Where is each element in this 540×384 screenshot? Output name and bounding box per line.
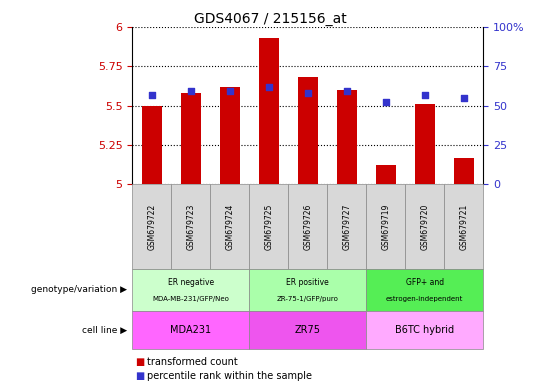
Bar [406, 184, 444, 269]
Text: MDA-MB-231/GFP/Neo: MDA-MB-231/GFP/Neo [152, 296, 230, 302]
Text: GSM679721: GSM679721 [460, 204, 468, 250]
Text: genotype/variation ▶: genotype/variation ▶ [31, 285, 127, 295]
Bar [249, 184, 288, 269]
Text: GSM679719: GSM679719 [381, 204, 390, 250]
Bar [415, 104, 435, 184]
Bar [249, 311, 366, 349]
Point [186, 88, 195, 94]
Bar [249, 269, 366, 311]
Text: estrogen-independent: estrogen-independent [386, 296, 463, 302]
Point [147, 91, 156, 98]
Text: cell line ▶: cell line ▶ [82, 326, 127, 335]
Bar [181, 93, 200, 184]
Bar [288, 184, 327, 269]
Bar [337, 90, 356, 184]
Bar [210, 184, 249, 269]
Text: ■: ■ [135, 357, 144, 367]
Bar [132, 184, 171, 269]
Text: MDA231: MDA231 [170, 325, 211, 335]
Point [342, 88, 351, 94]
Bar [132, 269, 249, 311]
Point [265, 84, 273, 90]
Bar [444, 184, 483, 269]
Text: ZR-75-1/GFP/puro: ZR-75-1/GFP/puro [277, 296, 339, 302]
Text: ■: ■ [135, 371, 144, 381]
Point [421, 91, 429, 98]
Text: GSM679722: GSM679722 [147, 204, 156, 250]
Text: transformed count: transformed count [147, 357, 238, 367]
Bar [298, 77, 318, 184]
Text: ER negative: ER negative [168, 278, 214, 287]
Bar [366, 269, 483, 311]
Point [381, 99, 390, 106]
Text: GSM679720: GSM679720 [420, 204, 429, 250]
Text: percentile rank within the sample: percentile rank within the sample [147, 371, 313, 381]
Bar [327, 184, 366, 269]
Text: GSM679727: GSM679727 [342, 204, 352, 250]
Text: B6TC hybrid: B6TC hybrid [395, 325, 454, 335]
Bar [366, 311, 483, 349]
Bar [454, 157, 474, 184]
Text: GSM679725: GSM679725 [264, 204, 273, 250]
Point [303, 90, 312, 96]
Text: GFP+ and: GFP+ and [406, 278, 444, 287]
Bar [171, 184, 210, 269]
Point [460, 95, 468, 101]
Text: ER positive: ER positive [286, 278, 329, 287]
Bar [366, 184, 406, 269]
Text: GSM679726: GSM679726 [303, 204, 312, 250]
Text: GDS4067 / 215156_at: GDS4067 / 215156_at [194, 12, 346, 25]
Bar [220, 87, 240, 184]
Bar [376, 166, 395, 184]
Text: GSM679723: GSM679723 [186, 204, 195, 250]
Bar [259, 38, 279, 184]
Text: GSM679724: GSM679724 [225, 204, 234, 250]
Point [226, 88, 234, 94]
Bar [132, 311, 249, 349]
Text: ZR75: ZR75 [295, 325, 321, 335]
Bar [142, 106, 161, 184]
